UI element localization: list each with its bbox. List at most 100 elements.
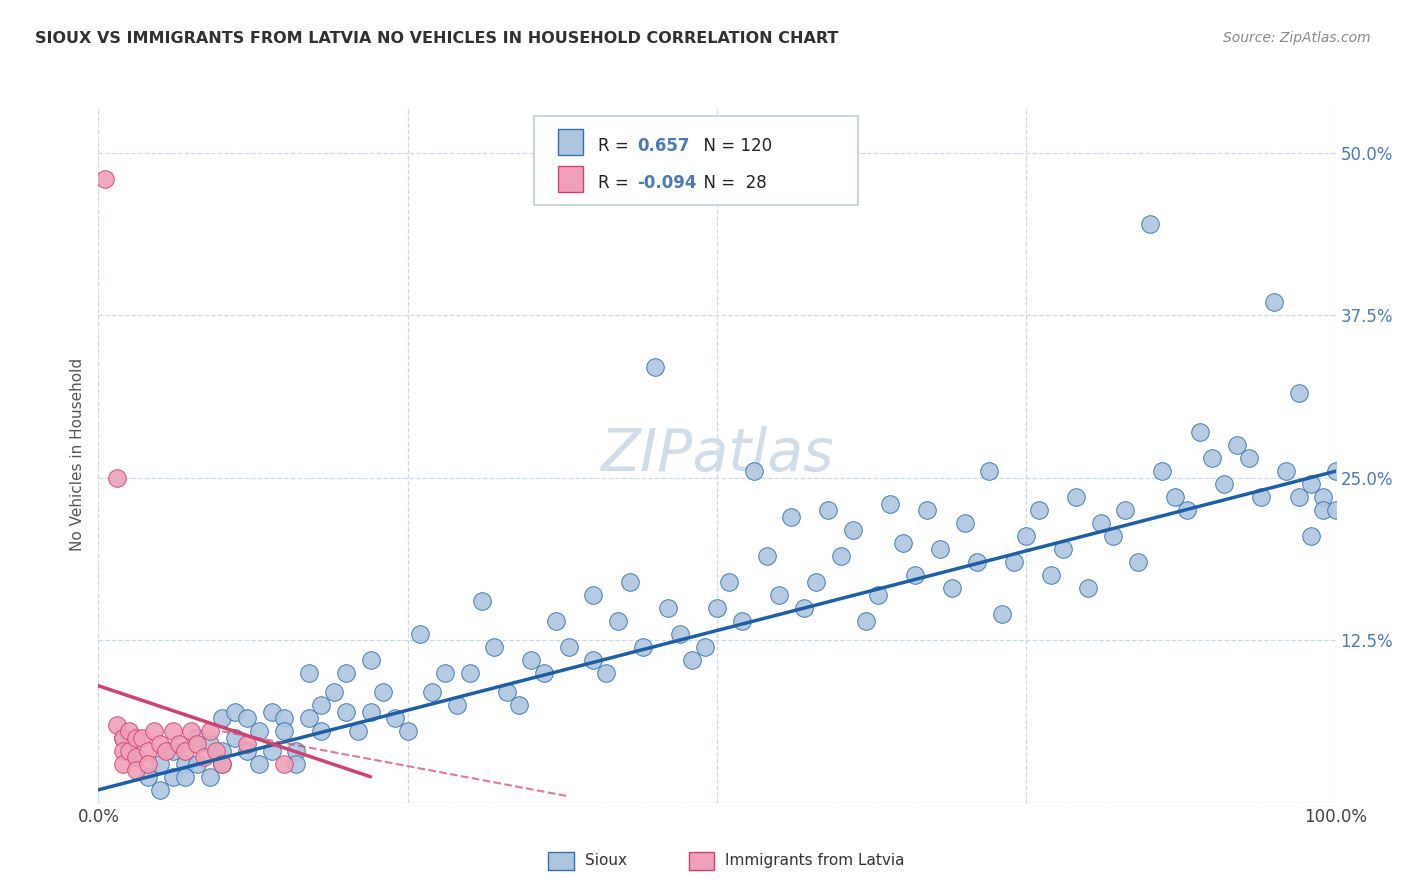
Point <box>409 626 432 640</box>
Point <box>793 600 815 615</box>
Text: N = 120: N = 120 <box>693 137 772 155</box>
Point <box>360 705 382 719</box>
Point <box>247 724 270 739</box>
Point <box>582 588 605 602</box>
Point <box>1114 503 1136 517</box>
Point <box>124 750 146 764</box>
Point <box>124 731 146 745</box>
Point <box>557 640 579 654</box>
Point <box>1263 295 1285 310</box>
Point <box>285 744 308 758</box>
Text: SIOUX VS IMMIGRANTS FROM LATVIA NO VEHICLES IN HOUSEHOLD CORRELATION CHART: SIOUX VS IMMIGRANTS FROM LATVIA NO VEHIC… <box>35 31 838 46</box>
Point <box>433 665 456 680</box>
Point <box>508 698 530 713</box>
Point <box>335 705 357 719</box>
Text: -0.094: -0.094 <box>637 174 696 192</box>
Point <box>273 724 295 739</box>
Point <box>309 724 332 739</box>
Point <box>855 614 877 628</box>
Point <box>1164 490 1187 504</box>
Point <box>118 724 141 739</box>
Point <box>149 782 172 797</box>
Point <box>384 711 406 725</box>
Point <box>273 756 295 771</box>
Point <box>742 464 765 478</box>
Point <box>136 744 159 758</box>
Point <box>669 626 692 640</box>
Point <box>1077 581 1099 595</box>
Text: N =  28: N = 28 <box>693 174 766 192</box>
Point <box>755 549 778 563</box>
Point <box>155 744 177 758</box>
Text: R =: R = <box>598 137 634 155</box>
Point <box>205 744 228 758</box>
Point <box>966 555 988 569</box>
Point <box>866 588 889 602</box>
Point <box>471 594 494 608</box>
Point <box>546 614 568 628</box>
Point <box>186 731 208 745</box>
Point <box>446 698 468 713</box>
Point <box>1288 386 1310 401</box>
Point <box>1324 464 1347 478</box>
Point <box>193 750 215 764</box>
Point <box>131 731 153 745</box>
Point <box>211 756 233 771</box>
Point <box>1312 503 1334 517</box>
Point <box>1126 555 1149 569</box>
Point <box>174 770 197 784</box>
Point <box>1188 425 1211 439</box>
Point <box>458 665 481 680</box>
Point <box>136 770 159 784</box>
Point <box>1237 451 1260 466</box>
Point <box>124 764 146 778</box>
Point <box>1288 490 1310 504</box>
Point <box>198 724 221 739</box>
Point <box>224 731 246 745</box>
Point <box>1139 217 1161 231</box>
Point <box>112 731 135 745</box>
Point <box>644 360 666 375</box>
Point <box>118 744 141 758</box>
Point <box>842 523 865 537</box>
Point <box>917 503 939 517</box>
Point <box>731 614 754 628</box>
Point <box>1028 503 1050 517</box>
Y-axis label: No Vehicles in Household: No Vehicles in Household <box>70 359 86 551</box>
Point <box>322 685 344 699</box>
Point <box>93 171 115 186</box>
Text: Source: ZipAtlas.com: Source: ZipAtlas.com <box>1223 31 1371 45</box>
Point <box>186 737 208 751</box>
Point <box>1275 464 1298 478</box>
Point <box>1324 503 1347 517</box>
Point <box>124 750 146 764</box>
Point <box>990 607 1012 622</box>
Point <box>1102 529 1125 543</box>
Point <box>768 588 790 602</box>
Point <box>631 640 654 654</box>
Point <box>607 614 630 628</box>
Point <box>1152 464 1174 478</box>
Point <box>582 653 605 667</box>
Point <box>817 503 839 517</box>
Text: 0.657: 0.657 <box>637 137 689 155</box>
Text: Sioux: Sioux <box>585 854 627 868</box>
Point <box>347 724 370 739</box>
Point <box>1312 490 1334 504</box>
Point <box>112 756 135 771</box>
Point <box>657 600 679 615</box>
Point <box>1052 542 1074 557</box>
Point <box>804 574 827 589</box>
Point <box>595 665 617 680</box>
Point <box>105 718 128 732</box>
Point <box>904 568 927 582</box>
Point <box>162 744 184 758</box>
Point <box>371 685 394 699</box>
Point <box>619 574 641 589</box>
Point <box>706 600 728 615</box>
Point <box>1213 477 1236 491</box>
Point <box>167 737 190 751</box>
Point <box>224 705 246 719</box>
Point <box>236 711 259 725</box>
Point <box>211 756 233 771</box>
